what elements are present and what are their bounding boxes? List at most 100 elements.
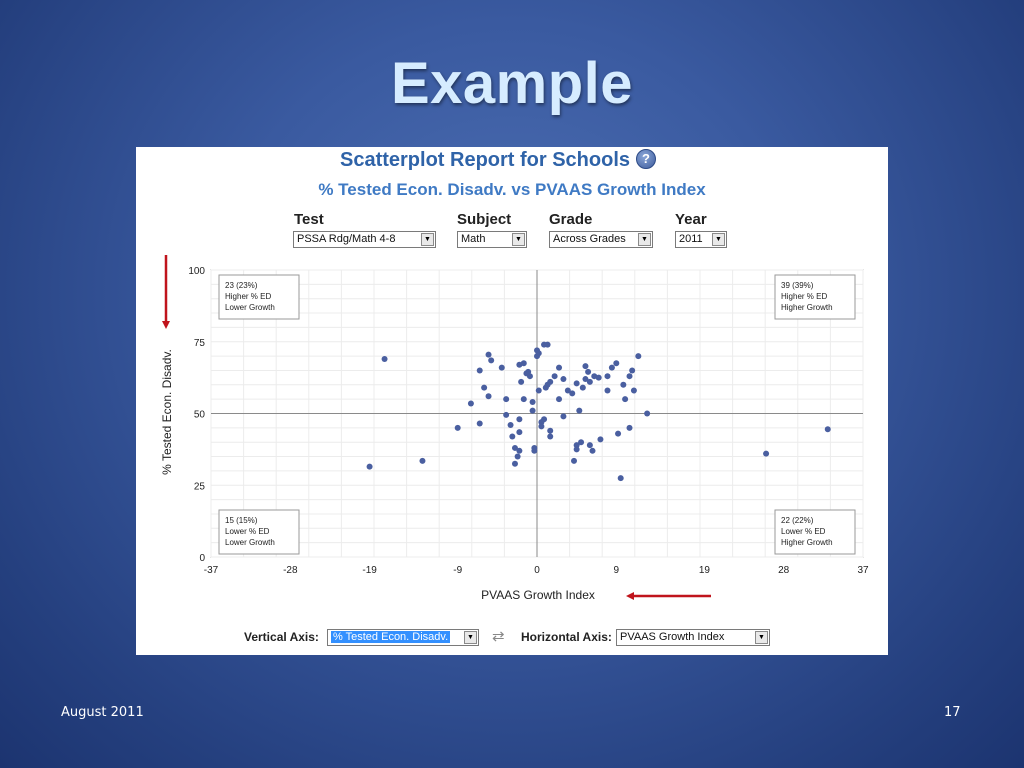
data-point [514,453,521,460]
data-point [578,439,585,446]
data-point [476,420,483,427]
quadrant-boxes: 23 (23%) Higher % ED Lower Growth 39 (39%) H… [218,274,856,555]
data-point [573,446,580,453]
chevron-down-icon[interactable]: ▼ [512,233,525,246]
test-select-value: PSSA Rdg/Math 4-8 [297,233,396,245]
year-label: Year [675,211,707,228]
vertical-axis-select[interactable]: % Tested Econ. Disadv. ▼ [327,629,479,646]
data-point [579,384,586,391]
data-point [560,413,567,420]
data-point [620,381,627,388]
quadrant-label: Lower Growth [225,303,275,312]
x-tick-label: 9 [614,565,620,576]
data-point [520,360,527,367]
grade-label: Grade [549,211,593,228]
x-tick-label: -37 [204,565,219,576]
data-point [516,447,523,454]
data-point [516,429,523,436]
data-point [608,364,615,371]
quadrant-box-bottom-left [218,509,300,555]
data-point [467,400,474,407]
data-point [529,399,536,406]
x-tick-label: -9 [453,565,462,576]
quadrant-label: Higher % ED [225,292,271,301]
quadrant-box-top-left [218,274,300,320]
grade-select[interactable]: Across Grades ▼ [549,231,653,248]
subject-select-value: Math [461,233,486,245]
data-point [544,341,551,348]
x-tick-label: -28 [283,565,298,576]
help-icon[interactable]: ? [636,149,657,169]
data-point [381,355,388,362]
year-select[interactable]: 2011 ▼ [675,231,727,248]
data-point [560,376,567,383]
data-point [507,421,514,428]
chevron-down-icon[interactable]: ▼ [464,631,477,644]
data-point [585,368,592,375]
axes: -37 -28 -19 -9 0 9 19 28 37 0 25 50 75 100 [188,266,869,576]
data-point [419,457,426,464]
y-tick-label: 75 [194,338,206,349]
y-tick-label: 100 [188,266,205,277]
data-points [366,341,831,482]
data-point [503,411,510,418]
horizontal-axis-select[interactable]: PVAAS Growth Index ▼ [616,629,770,646]
data-point [485,351,492,358]
test-label: Test [294,211,324,228]
data-point [586,442,593,449]
data-point [366,463,373,470]
data-point [617,475,624,482]
data-point [454,424,461,431]
data-point [516,416,523,423]
data-point [526,373,533,380]
data-point [622,396,629,403]
swap-arrows-icon[interactable]: ⇄ [492,628,505,645]
data-point [576,407,583,414]
quadrant-box-top-right [774,274,856,320]
data-point [569,390,576,397]
data-point [824,426,831,433]
data-point [586,378,593,385]
data-point [604,373,611,380]
data-point [531,447,538,454]
grade-select-value: Across Grades [553,233,626,245]
data-point [556,396,563,403]
data-point [498,364,505,371]
data-point [615,430,622,437]
quadrant-label: 23 (23%) [225,281,258,290]
slide-title: Example [390,51,634,116]
subject-select[interactable]: Math ▼ [457,231,527,248]
data-point [626,424,633,431]
data-point [595,374,602,381]
quadrant-label: Higher % ED [781,292,827,301]
report-title: Scatterplot Report for Schools? [136,149,860,172]
data-point [551,373,558,380]
vertical-axis-label: Vertical Axis: [244,630,319,644]
data-point [573,380,580,387]
x-axis-label: PVAAS Growth Index [481,588,595,602]
data-point [626,373,633,380]
data-point [488,357,495,364]
chevron-down-icon[interactable]: ▼ [638,233,651,246]
data-point [511,460,518,467]
year-select-value: 2011 [679,233,703,245]
page-number: 17 [944,705,961,720]
quadrant-box-bottom-right [774,509,856,555]
data-point [635,353,642,360]
scatter-chart: -37 -28 -19 -9 0 9 19 28 37 0 25 50 75 100 23 (23%) Hi… [160,255,869,602]
chevron-down-icon[interactable]: ▼ [755,631,768,644]
subject-label: Subject [457,211,512,228]
report-panel: Scatterplot Report for Schools? % Tested… [136,147,888,655]
data-point [535,350,542,357]
horizontal-axis-label: Horizontal Axis: [521,630,612,644]
data-point [535,387,542,394]
test-select[interactable]: PSSA Rdg/Math 4-8 ▼ [293,231,436,248]
quadrant-label: Lower % ED [225,527,270,536]
quadrant-label: Higher Growth [781,538,833,547]
x-tick-label: 0 [534,565,540,576]
chevron-down-icon[interactable]: ▼ [421,233,434,246]
data-point [564,387,571,394]
quadrant-label: 15 (15%) [225,516,258,525]
chevron-down-icon[interactable]: ▼ [712,233,725,246]
data-point [518,378,525,385]
